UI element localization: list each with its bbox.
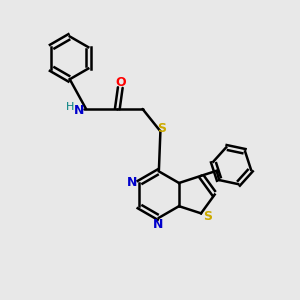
Text: O: O xyxy=(115,76,126,89)
Text: H: H xyxy=(66,102,74,112)
Text: N: N xyxy=(127,176,137,189)
Text: S: S xyxy=(158,122,166,135)
Text: S: S xyxy=(203,210,212,223)
Text: N: N xyxy=(153,218,164,231)
Text: N: N xyxy=(74,104,84,117)
